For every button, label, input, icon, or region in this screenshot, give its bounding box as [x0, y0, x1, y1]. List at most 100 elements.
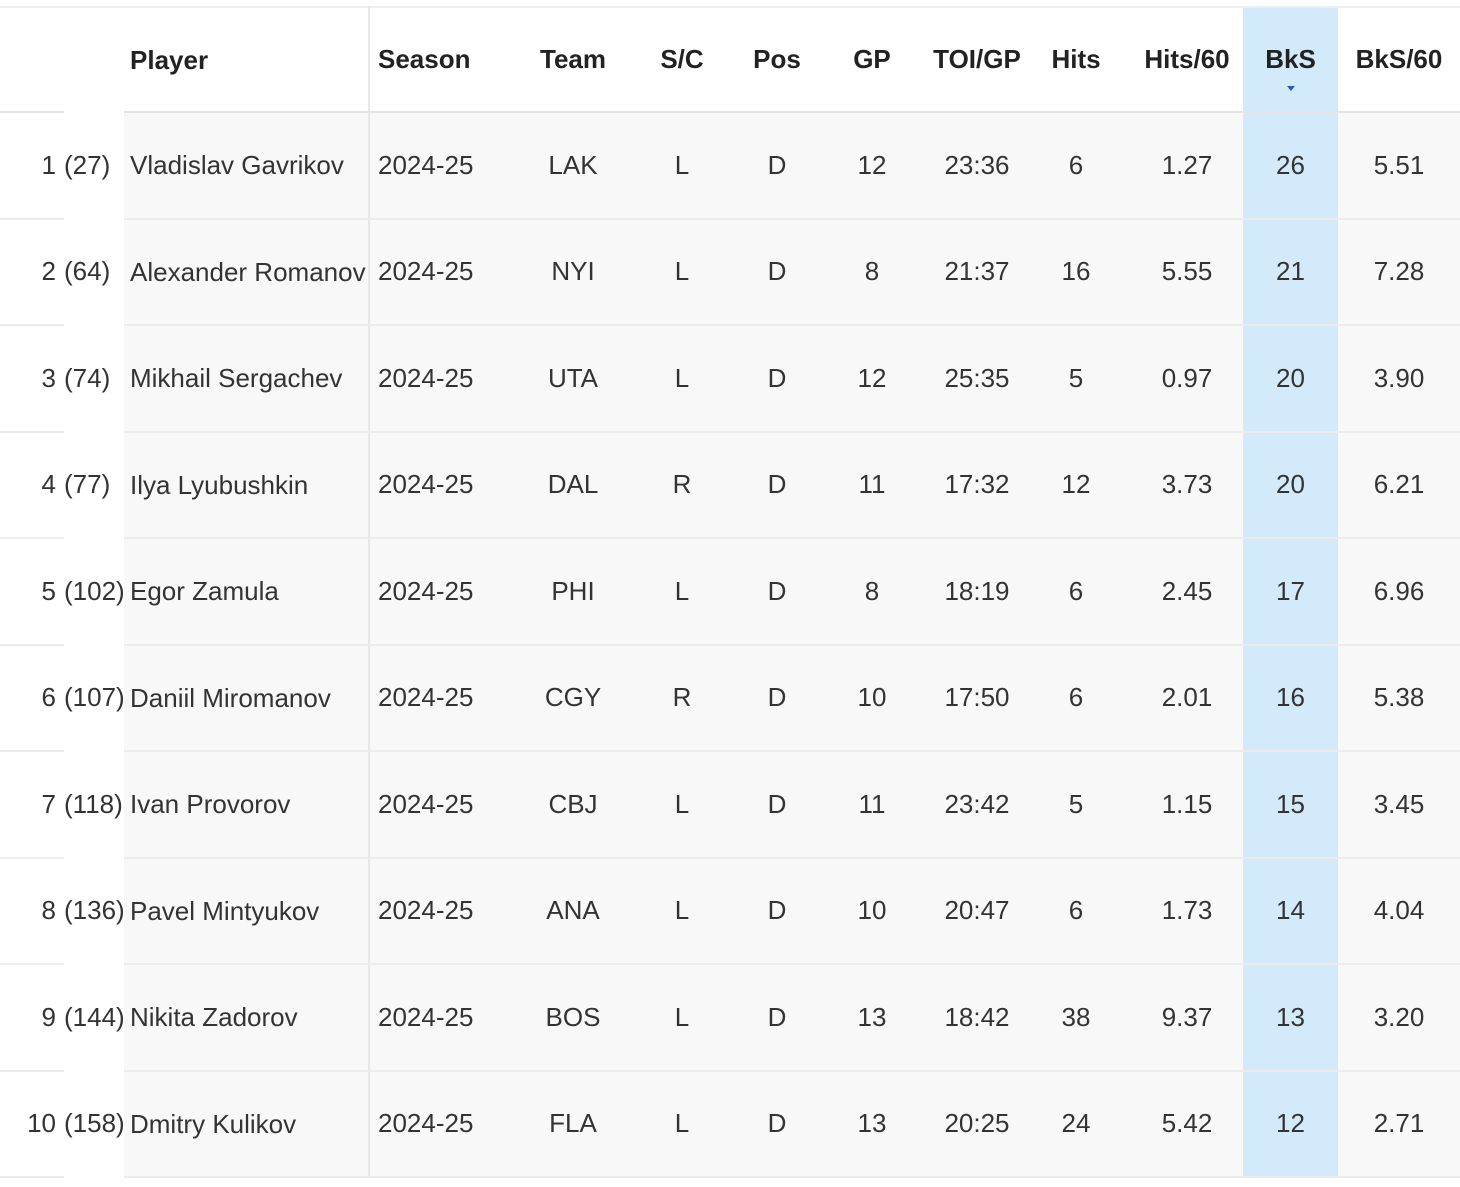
cell-player[interactable]: Vladislav Gavrikov [124, 112, 369, 220]
cell-hits: 38 [1021, 964, 1131, 1072]
cell-toi: 18:19 [933, 538, 1021, 646]
cell-bks60: 3.20 [1338, 964, 1460, 1072]
cell-sc: L [621, 325, 743, 433]
cell-pick: (102) [64, 538, 125, 645]
sort-descending-icon [1286, 86, 1295, 91]
cell-sc: L [621, 964, 743, 1072]
cell-season: 2024-25 [368, 964, 525, 1072]
cell-pos: D [743, 538, 811, 646]
cell-pick: (107) [64, 644, 125, 751]
header-gp[interactable]: GP [811, 7, 933, 113]
table-row[interactable]: 1 (27) Vladislav Gavrikov 2024-25 LAK L D 12 23:… [0, 112, 1460, 220]
cell-team: PHI [525, 538, 621, 646]
header-toi[interactable]: TOI/GP [933, 7, 1021, 113]
cell-bks: 20 [1243, 431, 1338, 539]
table-row[interactable]: 6 (107) Daniil Miromanov 2024-25 CGY R D 10 17:5… [0, 644, 1460, 752]
cell-player[interactable]: Ivan Provorov [124, 751, 369, 859]
cell-bks: 13 [1243, 964, 1338, 1072]
header-bks60[interactable]: BkS/60 [1338, 7, 1460, 113]
cell-hits: 5 [1021, 325, 1131, 433]
cell-bks60: 7.28 [1338, 218, 1460, 326]
cell-sc: L [621, 751, 743, 859]
cell-bks60: 5.51 [1338, 112, 1460, 220]
header-row: Player Season Team S/C Pos GP TOI/GP Hit… [0, 7, 1460, 113]
table-row[interactable]: 9 (144) Nikita Zadorov 2024-25 BOS L D 13 18:42 3… [0, 964, 1460, 1072]
cell-gp: 10 [811, 644, 933, 752]
cell-toi: 17:32 [933, 431, 1021, 539]
cell-toi: 21:37 [933, 218, 1021, 326]
cell-bks: 12 [1243, 1070, 1338, 1178]
cell-rank: 6 [0, 644, 64, 752]
cell-bks: 14 [1243, 857, 1338, 965]
cell-gp: 12 [811, 325, 933, 433]
cell-pos: D [743, 751, 811, 859]
cell-player[interactable]: Mikhail Sergachev [124, 325, 369, 433]
header-bks-label: BkS [1265, 44, 1316, 74]
cell-team: DAL [525, 431, 621, 539]
cell-team: BOS [525, 964, 621, 1072]
cell-player[interactable]: Daniil Miromanov [124, 644, 369, 752]
cell-team: CGY [525, 644, 621, 752]
cell-bks: 17 [1243, 538, 1338, 646]
cell-pos: D [743, 857, 811, 965]
cell-hits60: 1.73 [1131, 857, 1243, 965]
cell-sc: R [621, 644, 743, 752]
cell-sc: L [621, 538, 743, 646]
cell-pick: (27) [64, 112, 124, 219]
cell-hits60: 5.55 [1131, 218, 1243, 326]
cell-hits: 6 [1021, 538, 1131, 646]
cell-sc: R [621, 431, 743, 539]
cell-gp: 8 [811, 218, 933, 326]
header-season[interactable]: Season [368, 7, 525, 113]
cell-rank: 9 [0, 964, 64, 1072]
table-row[interactable]: 3 (74) Mikhail Sergachev 2024-25 UTA L D 12 25:3… [0, 325, 1460, 433]
cell-hits60: 1.15 [1131, 751, 1243, 859]
cell-bks: 16 [1243, 644, 1338, 752]
cell-toi: 20:47 [933, 857, 1021, 965]
cell-gp: 11 [811, 751, 933, 859]
cell-player[interactable]: Nikita Zadorov [124, 964, 369, 1072]
cell-team: ANA [525, 857, 621, 965]
header-pos[interactable]: Pos [743, 7, 811, 113]
table-row[interactable]: 2 (64) Alexander Romanov 2024-25 NYI L D 8 21:37… [0, 218, 1460, 326]
cell-player[interactable]: Dmitry Kulikov [124, 1070, 369, 1178]
cell-pick: (118) [64, 751, 124, 858]
table-row[interactable]: 8 (136) Pavel Mintyukov 2024-25 ANA L D 10 20:47… [0, 857, 1460, 965]
cell-season: 2024-25 [368, 644, 525, 752]
cell-pick: (77) [64, 431, 124, 538]
cell-toi: 25:35 [933, 325, 1021, 433]
header-hits[interactable]: Hits [1021, 7, 1131, 113]
cell-pick: (136) [64, 857, 125, 964]
table-row[interactable]: 10 (158) Dmitry Kulikov 2024-25 FLA L D 13 20:25… [0, 1070, 1460, 1178]
header-pick [64, 7, 124, 112]
header-bks[interactable]: BkS [1243, 7, 1338, 113]
cell-season: 2024-25 [368, 1070, 525, 1178]
table-row[interactable]: 7 (118) Ivan Provorov 2024-25 CBJ L D 11 23:42 5 1… [0, 751, 1460, 859]
cell-player[interactable]: Alexander Romanov [124, 218, 369, 326]
header-player[interactable]: Player [124, 7, 369, 113]
cell-sc: L [621, 218, 743, 326]
cell-player[interactable]: Ilya Lyubushkin [124, 431, 369, 539]
cell-bks60: 2.71 [1338, 1070, 1460, 1178]
header-sc[interactable]: S/C [621, 7, 743, 113]
cell-hits: 24 [1021, 1070, 1131, 1178]
cell-toi: 17:50 [933, 644, 1021, 752]
cell-season: 2024-25 [368, 112, 525, 220]
cell-bks60: 6.21 [1338, 431, 1460, 539]
cell-player[interactable]: Egor Zamula [124, 538, 369, 646]
cell-hits: 6 [1021, 112, 1131, 220]
cell-sc: L [621, 1070, 743, 1178]
cell-gp: 8 [811, 538, 933, 646]
header-team[interactable]: Team [525, 7, 621, 113]
cell-hits60: 2.45 [1131, 538, 1243, 646]
table-row[interactable]: 5 (102) Egor Zamula 2024-25 PHI L D 8 18:19 6 2.45… [0, 538, 1460, 646]
cell-player[interactable]: Pavel Mintyukov [124, 857, 369, 965]
cell-gp: 10 [811, 857, 933, 965]
header-hits60[interactable]: Hits/60 [1131, 7, 1243, 113]
cell-season: 2024-25 [368, 218, 525, 326]
cell-pick: (144) [64, 964, 125, 1071]
table-row[interactable]: 4 (77) Ilya Lyubushkin 2024-25 DAL R D 11 17:32 1… [0, 431, 1460, 539]
cell-gp: 13 [811, 964, 933, 1072]
cell-pos: D [743, 964, 811, 1072]
cell-hits60: 2.01 [1131, 644, 1243, 752]
